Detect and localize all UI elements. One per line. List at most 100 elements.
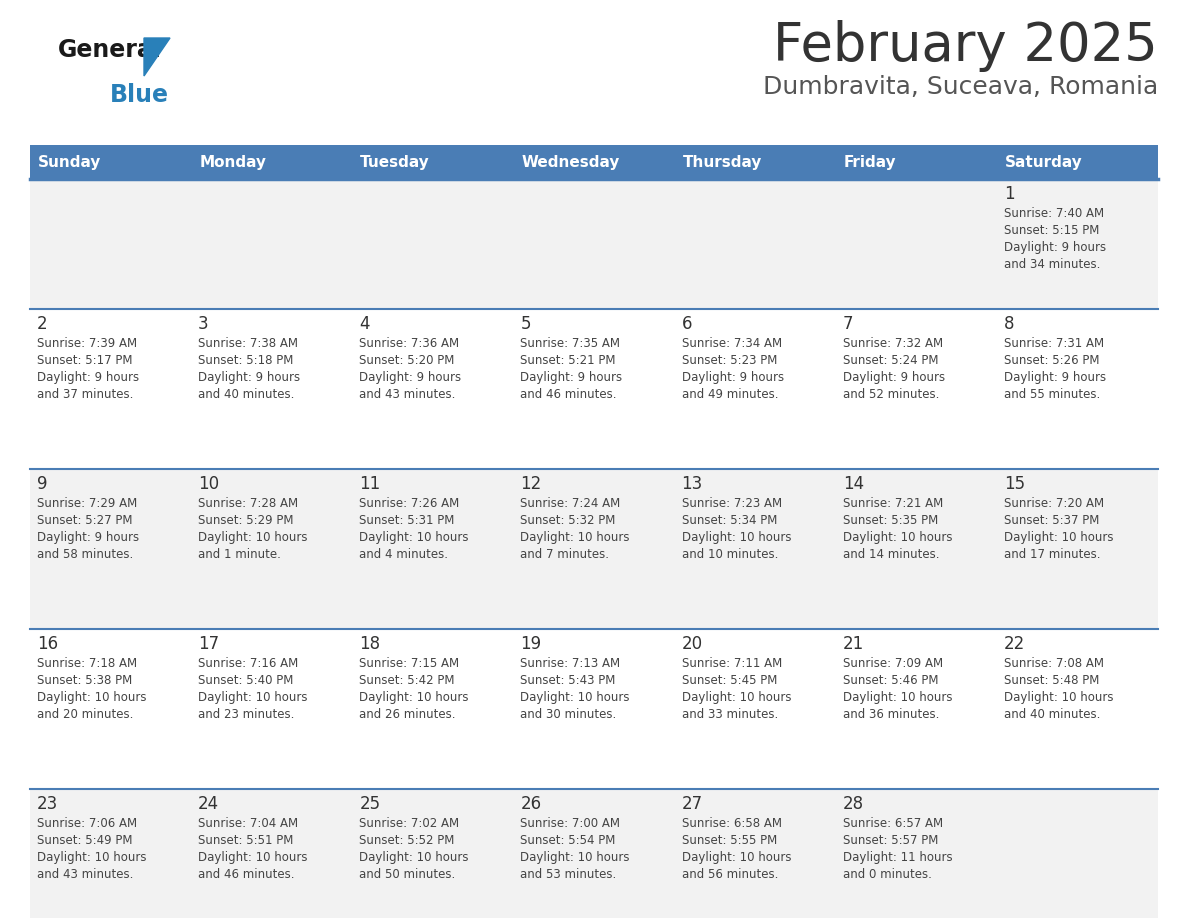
Text: and 49 minutes.: and 49 minutes. [682,388,778,401]
Text: Sunrise: 7:28 AM: Sunrise: 7:28 AM [198,497,298,510]
Text: Daylight: 10 hours: Daylight: 10 hours [842,691,953,704]
Text: Sunrise: 7:23 AM: Sunrise: 7:23 AM [682,497,782,510]
Text: Sunset: 5:49 PM: Sunset: 5:49 PM [37,834,133,847]
Text: 13: 13 [682,475,703,493]
Text: Daylight: 10 hours: Daylight: 10 hours [37,851,146,864]
Text: Sunrise: 7:02 AM: Sunrise: 7:02 AM [359,817,460,830]
Text: Sunrise: 7:31 AM: Sunrise: 7:31 AM [1004,337,1104,350]
Text: Daylight: 10 hours: Daylight: 10 hours [520,531,630,544]
Text: 26: 26 [520,795,542,813]
Bar [30,789,1158,918]
Text: Sunset: 5:23 PM: Sunset: 5:23 PM [682,354,777,367]
Text: and 0 minutes.: and 0 minutes. [842,868,931,881]
Text: Daylight: 9 hours: Daylight: 9 hours [1004,241,1106,254]
Text: and 23 minutes.: and 23 minutes. [198,708,295,721]
Text: and 46 minutes.: and 46 minutes. [520,388,617,401]
Text: and 4 minutes.: and 4 minutes. [359,548,448,561]
Text: Sunset: 5:32 PM: Sunset: 5:32 PM [520,514,615,527]
Text: General: General [58,38,162,62]
Text: and 43 minutes.: and 43 minutes. [37,868,133,881]
Text: and 43 minutes.: and 43 minutes. [359,388,456,401]
Bar [835,145,997,179]
Bar [30,145,191,179]
Text: Sunrise: 6:57 AM: Sunrise: 6:57 AM [842,817,943,830]
Text: Daylight: 10 hours: Daylight: 10 hours [198,531,308,544]
Text: Sunrise: 7:11 AM: Sunrise: 7:11 AM [682,657,782,670]
Text: Sunrise: 7:00 AM: Sunrise: 7:00 AM [520,817,620,830]
Text: Daylight: 9 hours: Daylight: 9 hours [37,371,139,384]
Text: Daylight: 10 hours: Daylight: 10 hours [1004,691,1113,704]
Text: Sunset: 5:38 PM: Sunset: 5:38 PM [37,674,132,687]
Text: and 36 minutes.: and 36 minutes. [842,708,939,721]
Text: Sunrise: 7:24 AM: Sunrise: 7:24 AM [520,497,620,510]
Text: 6: 6 [682,315,693,333]
Text: 16: 16 [37,635,58,653]
Text: 20: 20 [682,635,702,653]
Text: Dumbravita, Suceava, Romania: Dumbravita, Suceava, Romania [763,75,1158,99]
Text: Sunset: 5:54 PM: Sunset: 5:54 PM [520,834,615,847]
Bar [191,145,353,179]
Text: Friday: Friday [843,154,896,170]
Text: Sunset: 5:51 PM: Sunset: 5:51 PM [198,834,293,847]
Bar [30,469,1158,629]
Text: 21: 21 [842,635,864,653]
Text: 2: 2 [37,315,48,333]
Text: Sunrise: 7:32 AM: Sunrise: 7:32 AM [842,337,943,350]
Bar [513,145,675,179]
Text: Daylight: 10 hours: Daylight: 10 hours [682,851,791,864]
Text: Daylight: 10 hours: Daylight: 10 hours [359,691,469,704]
Text: and 50 minutes.: and 50 minutes. [359,868,455,881]
Text: Sunset: 5:40 PM: Sunset: 5:40 PM [198,674,293,687]
Text: and 56 minutes.: and 56 minutes. [682,868,778,881]
Text: Sunset: 5:55 PM: Sunset: 5:55 PM [682,834,777,847]
Text: February 2025: February 2025 [773,20,1158,72]
Text: and 20 minutes.: and 20 minutes. [37,708,133,721]
Text: Tuesday: Tuesday [360,154,430,170]
Text: and 33 minutes.: and 33 minutes. [682,708,778,721]
Text: Daylight: 9 hours: Daylight: 9 hours [198,371,301,384]
Text: Daylight: 11 hours: Daylight: 11 hours [842,851,953,864]
Text: Sunrise: 7:26 AM: Sunrise: 7:26 AM [359,497,460,510]
Text: Sunday: Sunday [38,154,101,170]
Text: Sunset: 5:43 PM: Sunset: 5:43 PM [520,674,615,687]
Text: Sunset: 5:46 PM: Sunset: 5:46 PM [842,674,939,687]
Text: Sunrise: 7:35 AM: Sunrise: 7:35 AM [520,337,620,350]
Text: 25: 25 [359,795,380,813]
Text: Daylight: 10 hours: Daylight: 10 hours [520,691,630,704]
Text: Sunrise: 7:29 AM: Sunrise: 7:29 AM [37,497,138,510]
Text: Sunset: 5:15 PM: Sunset: 5:15 PM [1004,224,1099,237]
Text: Daylight: 10 hours: Daylight: 10 hours [1004,531,1113,544]
Text: Daylight: 10 hours: Daylight: 10 hours [359,531,469,544]
Text: 19: 19 [520,635,542,653]
Text: Sunset: 5:45 PM: Sunset: 5:45 PM [682,674,777,687]
Text: Daylight: 9 hours: Daylight: 9 hours [682,371,784,384]
Text: Sunset: 5:34 PM: Sunset: 5:34 PM [682,514,777,527]
Text: Sunset: 5:35 PM: Sunset: 5:35 PM [842,514,939,527]
Text: Sunrise: 7:04 AM: Sunrise: 7:04 AM [198,817,298,830]
Text: 23: 23 [37,795,58,813]
Text: and 30 minutes.: and 30 minutes. [520,708,617,721]
Text: Sunrise: 7:36 AM: Sunrise: 7:36 AM [359,337,460,350]
Text: 8: 8 [1004,315,1015,333]
Text: Wednesday: Wednesday [522,154,620,170]
Text: Sunset: 5:37 PM: Sunset: 5:37 PM [1004,514,1099,527]
Text: Daylight: 9 hours: Daylight: 9 hours [1004,371,1106,384]
Text: and 10 minutes.: and 10 minutes. [682,548,778,561]
Text: 9: 9 [37,475,48,493]
Text: Daylight: 9 hours: Daylight: 9 hours [37,531,139,544]
Text: Daylight: 10 hours: Daylight: 10 hours [37,691,146,704]
Bar [997,145,1158,179]
Text: 7: 7 [842,315,853,333]
Text: and 34 minutes.: and 34 minutes. [1004,258,1100,271]
Bar [30,309,1158,469]
Text: Thursday: Thursday [683,154,762,170]
Bar [30,179,1158,309]
Text: 5: 5 [520,315,531,333]
Text: Sunrise: 7:21 AM: Sunrise: 7:21 AM [842,497,943,510]
Text: Sunrise: 7:16 AM: Sunrise: 7:16 AM [198,657,298,670]
Text: Sunrise: 7:08 AM: Sunrise: 7:08 AM [1004,657,1104,670]
Text: Daylight: 9 hours: Daylight: 9 hours [359,371,461,384]
Text: and 14 minutes.: and 14 minutes. [842,548,940,561]
Text: Sunrise: 7:06 AM: Sunrise: 7:06 AM [37,817,137,830]
Text: Sunset: 5:57 PM: Sunset: 5:57 PM [842,834,939,847]
